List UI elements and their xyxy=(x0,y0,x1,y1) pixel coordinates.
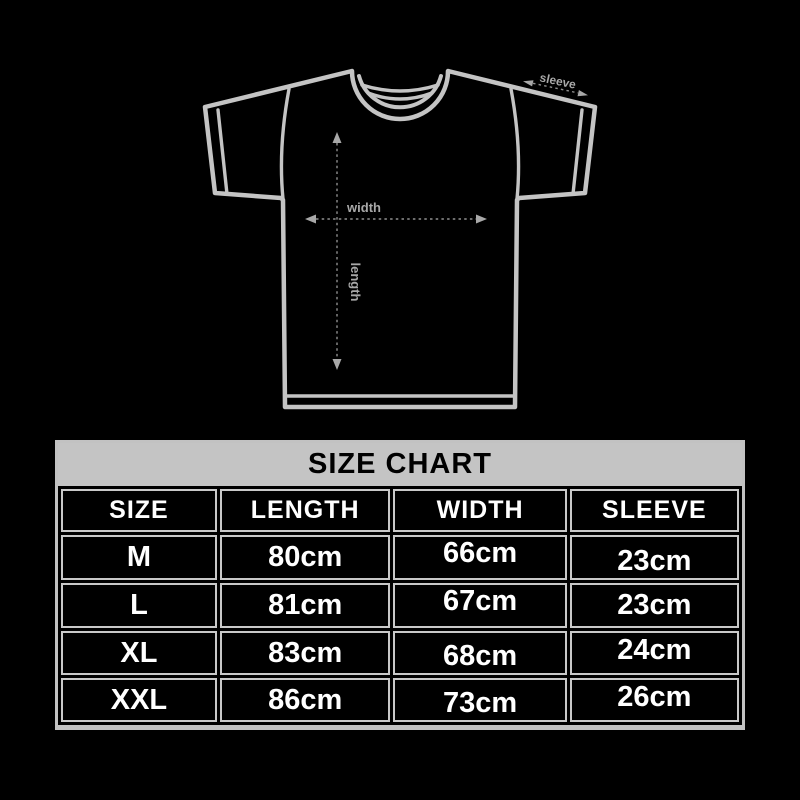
size-cell: XXL xyxy=(61,678,217,722)
length-label: length xyxy=(348,263,363,302)
table-row-xl: XL 83cm 68cm 24cm xyxy=(61,631,739,675)
length-cell: 86cm xyxy=(219,678,391,722)
left-cuff-line xyxy=(216,108,229,196)
width-label: width xyxy=(346,200,381,215)
header-row: SIZE LENGTH WIDTH SLEEVE xyxy=(61,489,739,532)
length-cell: 83cm xyxy=(219,631,391,675)
column-header-sleeve: SLEEVE xyxy=(569,489,739,532)
sleeve-cell: 24cm xyxy=(569,631,739,675)
sleeve-cell: 26cm xyxy=(569,678,739,722)
sleeve-cell: 23cm xyxy=(569,535,739,580)
width-cell: 68cm xyxy=(393,631,567,675)
right-armhole-seam xyxy=(509,87,521,201)
tshirt-outline-path xyxy=(202,68,598,410)
collar-inner-ring xyxy=(357,74,443,110)
sleeve-arrow xyxy=(523,80,588,97)
length-cell: 81cm xyxy=(219,583,391,628)
tshirt-measurement-diagram: width length sleeve xyxy=(202,68,598,410)
length-cell: 80cm xyxy=(219,535,391,580)
width-cell: 66cm xyxy=(393,535,567,580)
size-table: SIZE LENGTH WIDTH SLEEVE M 80cm 66cm 23c… xyxy=(58,486,742,725)
column-header-length: LENGTH xyxy=(219,489,391,532)
length-arrow xyxy=(332,132,342,370)
table-row-l: L 81cm 67cm 23cm xyxy=(61,583,739,628)
width-cell: 67cm xyxy=(393,583,567,628)
column-header-size: SIZE xyxy=(61,489,217,532)
collar-back-seam-1 xyxy=(360,83,440,93)
column-header-width: WIDTH xyxy=(393,489,567,532)
left-armhole-seam xyxy=(279,87,291,201)
collar-back-seam-2 xyxy=(366,91,434,101)
size-chart-title: SIZE CHART xyxy=(58,443,742,486)
sleeve-label: sleeve xyxy=(538,70,577,91)
sleeve-cell: 23cm xyxy=(569,583,739,628)
table-row-xxl: XXL 86cm 73cm 26cm xyxy=(61,678,739,722)
size-chart-table: SIZE CHART SIZE LENGTH WIDTH SLEEVE M xyxy=(55,440,745,730)
right-cuff-line xyxy=(571,108,584,196)
width-cell: 73cm xyxy=(393,678,567,722)
size-cell: L xyxy=(61,583,217,628)
table-row-m: M 80cm 66cm 23cm xyxy=(61,535,739,580)
width-arrow xyxy=(305,214,487,224)
size-cell: M xyxy=(61,535,217,580)
size-cell: XL xyxy=(61,631,217,675)
